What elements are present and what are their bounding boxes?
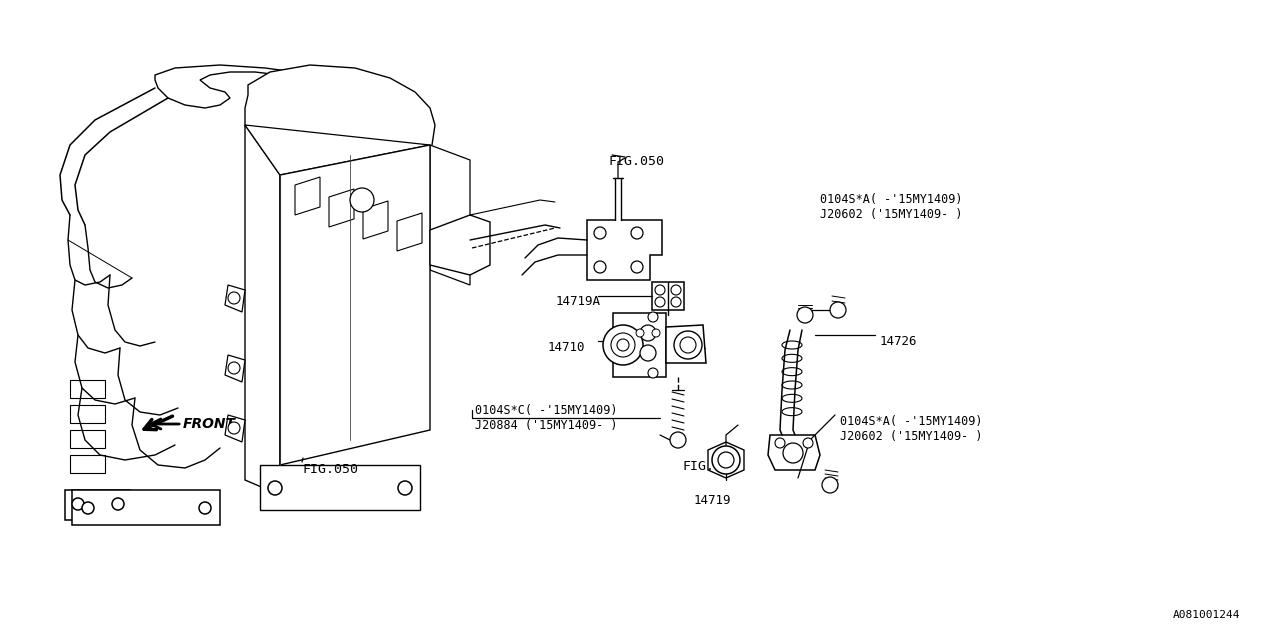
Circle shape	[648, 368, 658, 378]
Circle shape	[636, 329, 644, 337]
Polygon shape	[244, 125, 430, 175]
Circle shape	[268, 481, 282, 495]
Circle shape	[671, 297, 681, 307]
Circle shape	[228, 362, 241, 374]
Polygon shape	[70, 405, 105, 423]
Polygon shape	[70, 380, 105, 398]
Text: 0104S*A( -'15MY1409): 0104S*A( -'15MY1409)	[840, 415, 983, 428]
Circle shape	[655, 297, 666, 307]
Polygon shape	[652, 282, 684, 310]
Circle shape	[640, 325, 657, 341]
Text: 14726: 14726	[881, 335, 918, 348]
Circle shape	[797, 307, 813, 323]
Polygon shape	[70, 455, 105, 473]
Text: 14719: 14719	[668, 349, 705, 362]
Circle shape	[349, 188, 374, 212]
Polygon shape	[294, 177, 320, 215]
Polygon shape	[72, 490, 220, 525]
Polygon shape	[244, 125, 280, 495]
Circle shape	[680, 337, 696, 353]
Circle shape	[617, 339, 628, 351]
Text: J20602 ('15MY1409- ): J20602 ('15MY1409- )	[820, 208, 963, 221]
Text: FIG.050: FIG.050	[608, 155, 664, 168]
Polygon shape	[260, 465, 420, 510]
Circle shape	[718, 452, 733, 468]
Circle shape	[594, 227, 605, 239]
Polygon shape	[666, 325, 707, 363]
Polygon shape	[280, 145, 430, 465]
Circle shape	[648, 312, 658, 322]
Text: FRONT: FRONT	[183, 417, 236, 431]
Circle shape	[611, 333, 635, 357]
Circle shape	[603, 325, 643, 365]
Circle shape	[198, 502, 211, 514]
Text: 14719A: 14719A	[556, 295, 602, 308]
Polygon shape	[225, 285, 244, 312]
Polygon shape	[613, 313, 666, 377]
Circle shape	[398, 481, 412, 495]
Circle shape	[669, 432, 686, 448]
Polygon shape	[768, 435, 820, 470]
Polygon shape	[430, 145, 470, 285]
Circle shape	[774, 438, 785, 448]
Circle shape	[822, 477, 838, 493]
Circle shape	[671, 285, 681, 295]
Text: A081001244: A081001244	[1172, 610, 1240, 620]
Text: J20884 ('15MY1409- ): J20884 ('15MY1409- )	[475, 419, 617, 432]
Text: FIG.050: FIG.050	[302, 463, 358, 476]
Polygon shape	[244, 65, 435, 168]
Polygon shape	[708, 442, 744, 478]
Circle shape	[712, 446, 740, 474]
Circle shape	[803, 438, 813, 448]
Circle shape	[640, 345, 657, 361]
Polygon shape	[588, 220, 662, 280]
Polygon shape	[70, 430, 105, 448]
Circle shape	[631, 261, 643, 273]
Text: 14719: 14719	[694, 494, 731, 507]
Circle shape	[113, 498, 124, 510]
Polygon shape	[225, 415, 244, 442]
Circle shape	[652, 329, 660, 337]
Circle shape	[82, 502, 93, 514]
Text: 14710: 14710	[548, 341, 585, 354]
Text: FIG.006: FIG.006	[684, 460, 739, 473]
Circle shape	[655, 285, 666, 295]
Text: 0104S*C( -'15MY1409): 0104S*C( -'15MY1409)	[475, 404, 617, 417]
Polygon shape	[225, 355, 244, 382]
Circle shape	[72, 498, 84, 510]
Circle shape	[675, 331, 701, 359]
Circle shape	[594, 261, 605, 273]
Polygon shape	[364, 201, 388, 239]
Polygon shape	[329, 189, 355, 227]
Text: J20602 ('15MY1409- ): J20602 ('15MY1409- )	[840, 430, 983, 443]
Polygon shape	[430, 215, 490, 275]
Text: 0104S*A( -'15MY1409): 0104S*A( -'15MY1409)	[820, 193, 963, 206]
Circle shape	[228, 422, 241, 434]
Polygon shape	[155, 65, 320, 108]
Circle shape	[829, 302, 846, 318]
Polygon shape	[397, 213, 422, 251]
Circle shape	[228, 292, 241, 304]
Circle shape	[783, 443, 803, 463]
Circle shape	[631, 227, 643, 239]
Polygon shape	[65, 490, 131, 520]
